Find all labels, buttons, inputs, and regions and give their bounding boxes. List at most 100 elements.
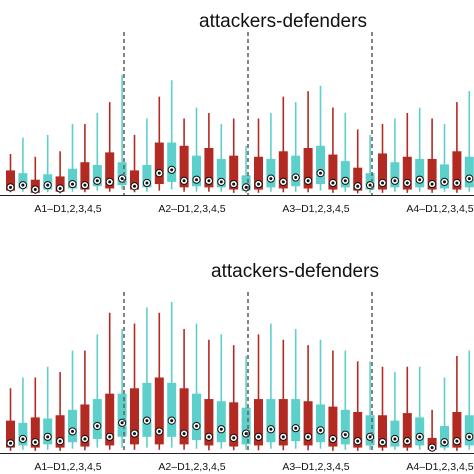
median-dot [71, 182, 74, 186]
median-dot [418, 178, 422, 182]
defender-box [291, 399, 301, 442]
median-dot [281, 180, 285, 184]
median-dot [443, 440, 446, 444]
median-dot [356, 439, 360, 443]
defender-box [316, 404, 325, 443]
median-dot [182, 179, 186, 183]
median-dot [319, 171, 322, 175]
defender-box [68, 168, 77, 189]
attacker-box [229, 402, 239, 447]
attacker-box [80, 404, 90, 447]
median-dot [405, 181, 409, 185]
attacker-box [55, 176, 65, 192]
attacker-box [278, 151, 288, 189]
defender-box [43, 418, 53, 445]
median-dot [405, 439, 409, 443]
top-boxplot-panel: attackers-defenders A1–D1,2,3,4,5 A2–D1,2… [0, 11, 474, 215]
median-dot [294, 426, 298, 430]
median-dot [108, 435, 112, 439]
group-label: A3–D1,2,3,4,5 [282, 203, 349, 215]
attacker-box [6, 420, 15, 448]
defender-box [415, 158, 425, 188]
median-dot [269, 177, 273, 181]
median-dot [71, 429, 74, 433]
median-dot [443, 180, 446, 184]
median-dot [219, 427, 223, 431]
median-dot [46, 183, 50, 187]
median-dot [281, 435, 285, 439]
defender-box [365, 415, 375, 446]
defender-box [440, 164, 449, 189]
median-dot [83, 183, 87, 187]
defender-box [316, 145, 325, 185]
attacker-box [378, 415, 387, 448]
defender-box [390, 162, 400, 188]
median-dot [157, 171, 161, 175]
defender-box [167, 382, 177, 437]
median-dot [120, 177, 124, 181]
defender-box [92, 164, 102, 187]
defender-box [241, 407, 251, 445]
median-dot [21, 437, 25, 441]
median-dot [219, 180, 223, 184]
defender-box [192, 393, 201, 441]
group-label: A1–D1,2,3,4,5 [34, 203, 101, 215]
attacker-box [204, 399, 214, 446]
defender-box [142, 164, 152, 188]
group-label: A2–D1,2,3,4,5 [158, 461, 225, 473]
attacker-box [30, 417, 40, 448]
median-dot [467, 177, 471, 181]
group-label: A4–D1,2,3,4,5 [406, 461, 473, 473]
defender-box [117, 162, 127, 186]
median-dot [21, 183, 25, 187]
median-dot [170, 168, 174, 172]
attacker-box [254, 399, 263, 446]
median-dot [393, 179, 397, 183]
median-dot [356, 184, 360, 188]
median-dot [319, 428, 322, 432]
median-dot [455, 439, 459, 443]
median-dot [182, 432, 186, 436]
median-dot [195, 178, 198, 182]
median-dot [430, 446, 434, 450]
attacker-box [452, 151, 462, 190]
median-dot [393, 437, 397, 441]
bottom-panel-title: attackers-defenders [211, 261, 379, 282]
defender-box [266, 399, 276, 443]
group-label: A4–D1,2,3,4,5 [406, 203, 473, 215]
attacker-box [402, 413, 412, 448]
median-dot [108, 180, 112, 184]
attacker-box [353, 167, 363, 191]
defender-box [266, 158, 276, 188]
median-dot [33, 440, 37, 444]
attacker-box [6, 170, 15, 191]
median-dot [195, 424, 198, 428]
median-dot [95, 179, 99, 183]
attacker-box [402, 156, 412, 190]
top-panel-title: attackers-defenders [199, 11, 367, 32]
defender-box [241, 175, 251, 191]
median-dot [306, 435, 310, 439]
defender-box [167, 142, 177, 182]
median-dot [294, 176, 298, 180]
defender-box [291, 155, 301, 187]
attacker-box [105, 152, 115, 189]
attacker-box [427, 158, 437, 190]
median-dot [368, 435, 372, 439]
attacker-box [278, 399, 288, 446]
defender-box [390, 420, 400, 447]
median-dot [58, 439, 62, 443]
attacker-box [303, 401, 313, 446]
group-label: A1–D1,2,3,4,5 [34, 461, 101, 473]
median-dot [46, 435, 50, 439]
defender-box [18, 173, 28, 189]
defender-box [464, 156, 474, 188]
attacker-box [179, 145, 189, 188]
defender-box [216, 158, 226, 188]
defender-box [440, 426, 449, 448]
median-dot [269, 427, 273, 431]
median-dot [244, 432, 248, 436]
attacker-box [452, 412, 462, 448]
defender-box [340, 409, 350, 445]
